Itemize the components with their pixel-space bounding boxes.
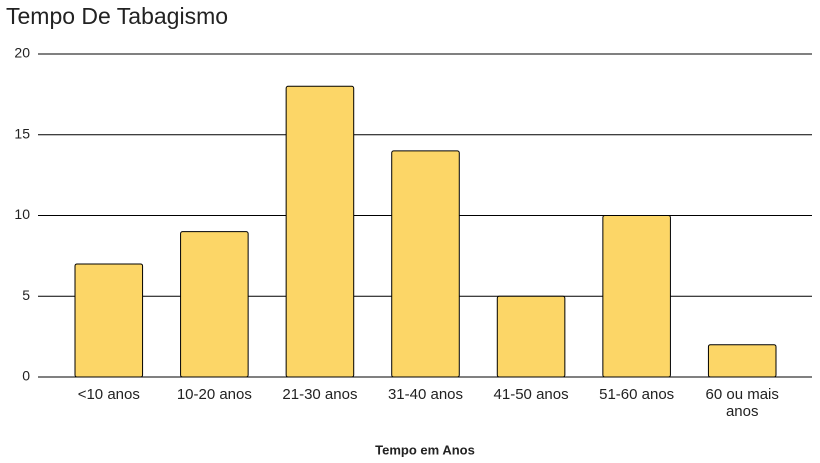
bar bbox=[285, 85, 355, 378]
x-tick-label: 60 ou mais anos bbox=[705, 386, 779, 420]
x-tick-label: <10 anos bbox=[77, 386, 140, 403]
x-axis-title: Tempo em Anos bbox=[375, 442, 475, 457]
x-tick-label: 41-50 anos bbox=[493, 386, 569, 403]
x-tick-label: 51-60 anos bbox=[599, 386, 675, 403]
bar bbox=[180, 231, 249, 378]
y-tick-label: 10 bbox=[14, 206, 30, 222]
bar bbox=[707, 344, 777, 378]
x-tick-label: 31-40 anos bbox=[387, 386, 464, 403]
x-tick-label: 21-30 anos bbox=[282, 386, 358, 403]
y-tick-label: 15 bbox=[14, 125, 30, 141]
bar bbox=[74, 263, 144, 378]
y-tick-label: 5 bbox=[22, 287, 30, 303]
y-tick-label: 0 bbox=[22, 368, 30, 384]
y-tick-label: 20 bbox=[14, 45, 30, 61]
bar bbox=[602, 215, 671, 378]
bar bbox=[496, 295, 566, 378]
bar bbox=[391, 150, 460, 378]
chart-title: Tempo De Tabagismo bbox=[6, 3, 228, 29]
x-tick-label: 10-20 anos bbox=[176, 386, 252, 403]
